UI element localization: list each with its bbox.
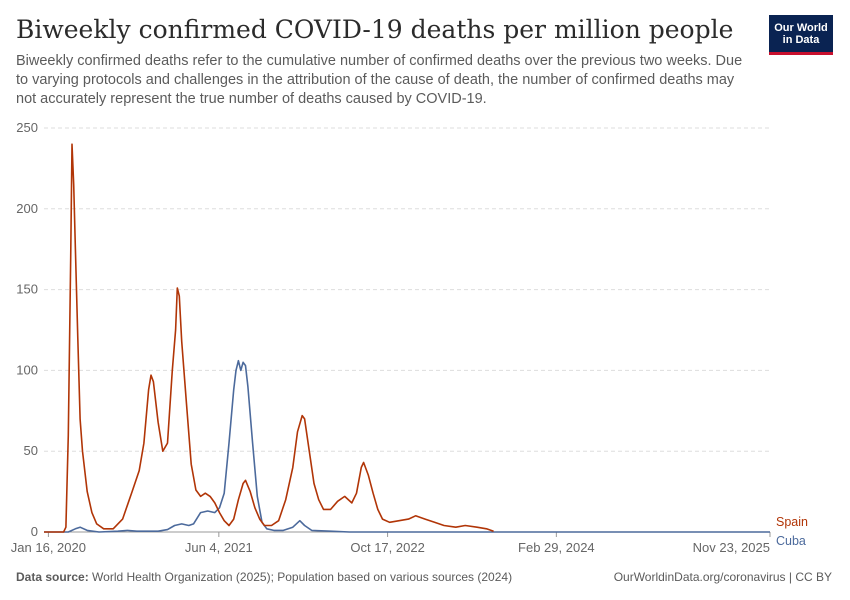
x-tick-label: Jan 16, 2020 <box>11 540 86 555</box>
x-tick-label: Feb 29, 2024 <box>518 540 595 555</box>
y-tick-label: 150 <box>16 282 38 297</box>
series-label-cuba[interactable]: Cuba <box>776 534 806 548</box>
x-tick-label: Jun 4, 2021 <box>185 540 253 555</box>
y-tick-label: 100 <box>16 362 38 377</box>
series-label-spain[interactable]: Spain <box>776 515 808 529</box>
data-source-label: Data source: <box>16 570 89 584</box>
x-tick-label: Oct 17, 2022 <box>350 540 424 555</box>
logo-line-2: in Data <box>782 33 820 46</box>
y-tick-label: 50 <box>24 443 38 458</box>
y-tick-label: 0 <box>31 524 38 539</box>
logo-line-1: Our World <box>774 21 828 34</box>
data-source: Data source: World Health Organization (… <box>16 570 512 584</box>
y-tick-label: 200 <box>16 201 38 216</box>
series-line-spain <box>44 143 494 533</box>
x-tick-label: Nov 23, 2025 <box>693 540 770 555</box>
series-line-cuba <box>44 359 770 533</box>
chart-title: Biweekly confirmed COVID-19 deaths per m… <box>16 15 734 44</box>
data-source-text: World Health Organization (2025); Popula… <box>92 570 513 584</box>
footer-link[interactable]: OurWorldinData.org/coronavirus | CC BY <box>613 570 832 584</box>
y-tick-label: 250 <box>16 120 38 135</box>
owid-logo[interactable]: Our World in Data <box>769 15 833 55</box>
chart-subtitle: Biweekly confirmed deaths refer to the c… <box>16 53 743 107</box>
